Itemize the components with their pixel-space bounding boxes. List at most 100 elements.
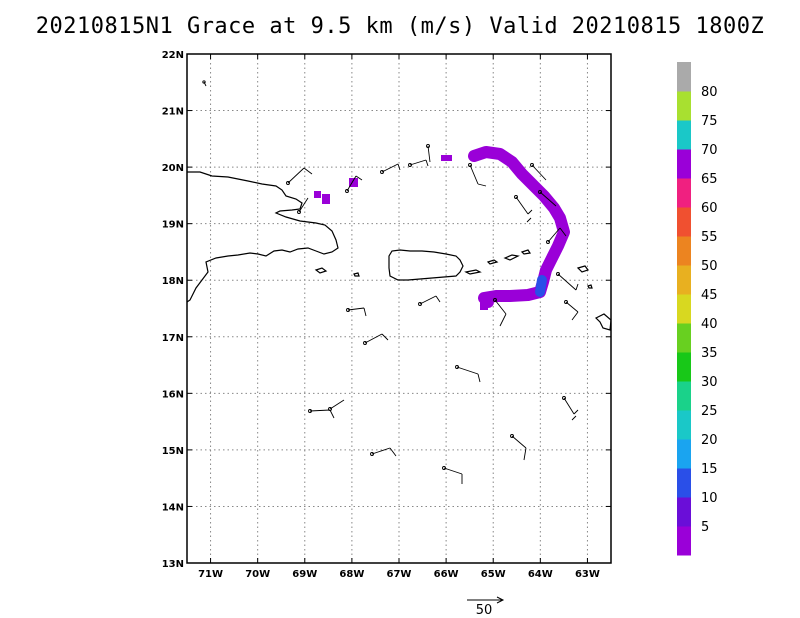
colorbar-label: 55 <box>701 230 718 245</box>
colorbar-label: 25 <box>701 404 718 419</box>
map-title: 20210815N1 Grace at 9.5 km (m/s) Valid 2… <box>35 14 765 39</box>
colorbar-label: 80 <box>701 85 718 100</box>
puerto-rico-coastline <box>388 249 464 281</box>
colorbar-segment <box>677 149 691 179</box>
lat-tick-label: 17N <box>162 333 184 344</box>
wind-barb <box>562 396 579 421</box>
colorbar-label: 65 <box>701 172 718 187</box>
lat-tick-label: 13N <box>162 559 184 570</box>
swath-fragment <box>441 155 452 161</box>
colorbar-label: 45 <box>701 288 718 303</box>
lon-tick-label: 70W <box>245 569 270 580</box>
colorbar-segment <box>677 236 691 266</box>
wind-barb <box>514 195 533 223</box>
swath-band-main <box>468 146 570 308</box>
lon-tick-label: 65W <box>481 569 506 580</box>
wind-barb <box>328 399 345 411</box>
swath-fragment <box>480 300 488 310</box>
lat-tick-label: 15N <box>162 446 184 457</box>
lon-tick-label: 68W <box>339 569 364 580</box>
wind-speed-swath <box>314 146 570 310</box>
virgin-island-1 <box>486 259 499 265</box>
lon-tick-label: 66W <box>434 569 459 580</box>
wind-barbs <box>202 80 579 484</box>
lat-tick-label: 18N <box>162 276 184 287</box>
wind-barb <box>370 447 397 457</box>
wind-barb <box>556 272 579 291</box>
wind-barb <box>297 197 309 214</box>
reference-arrow <box>467 596 505 604</box>
colorbar-label: 5 <box>701 520 709 535</box>
wind-barb <box>363 333 389 345</box>
lon-tick-label: 63W <box>575 569 600 580</box>
leeward-island <box>587 284 593 289</box>
wind-barb <box>408 159 429 167</box>
reference-vector: 50 <box>467 596 505 618</box>
virgin-island-3 <box>520 249 532 255</box>
wind-barb <box>308 409 335 419</box>
wind-barb <box>468 163 487 187</box>
lon-tick-label: 71W <box>198 569 223 580</box>
wind-barb <box>346 307 367 317</box>
wind-barb <box>380 163 401 174</box>
wind-barb <box>510 434 527 461</box>
colorbar-segment <box>677 207 691 237</box>
wind-barb <box>530 163 547 181</box>
reference-vector-label: 50 <box>476 603 493 618</box>
mona-island <box>353 272 360 277</box>
lat-tick-label: 20N <box>162 163 184 174</box>
colorbar-segment <box>677 352 691 382</box>
wind-barb <box>202 80 207 87</box>
guadeloupe-island <box>594 313 611 331</box>
colorbar-segment <box>677 91 691 121</box>
colorbar-label: 70 <box>701 143 718 158</box>
colorbar-segment <box>677 120 691 150</box>
lat-tick-label: 16N <box>162 389 184 400</box>
colorbar-segment <box>677 497 691 527</box>
wind-barb <box>455 365 481 383</box>
swath-band-blue <box>535 275 547 297</box>
lon-tick-label: 67W <box>387 569 412 580</box>
lat-tick-label: 21N <box>162 107 184 118</box>
hispaniola-coastline <box>187 171 339 303</box>
lat-tick-label: 22N <box>162 50 184 61</box>
colorbar-label: 20 <box>701 433 718 448</box>
wind-barb <box>564 300 579 321</box>
anguilla-island <box>576 265 589 273</box>
lon-tick-label: 64W <box>528 569 553 580</box>
small-island <box>314 267 328 274</box>
lat-tick-label: 19N <box>162 220 184 231</box>
wind-barb <box>418 295 441 306</box>
colorbar-label: 35 <box>701 346 718 361</box>
colorbar-segment <box>677 439 691 469</box>
colorbar-segment <box>677 265 691 295</box>
swath-fragment <box>322 194 330 204</box>
wind-barb <box>546 227 567 244</box>
wind-barb <box>345 175 363 193</box>
colorbar-segment <box>677 410 691 440</box>
wind-barb <box>286 167 313 185</box>
coastlines <box>187 171 611 331</box>
colorbar-segment <box>677 526 691 556</box>
colorbar-label: 50 <box>701 259 718 274</box>
colorbar-label: 75 <box>701 114 718 129</box>
swath-fragment <box>349 178 358 187</box>
colorbar-label: 10 <box>701 491 718 506</box>
colorbar-segment <box>677 468 691 498</box>
colorbar: 5 10 15 20 25 30 35 40 45 50 55 60 65 70 75 80 <box>677 62 718 556</box>
wind-barb <box>538 190 557 207</box>
axis-ticks: 71W 70W 69W 68W 67W 66W 65W 64W 63W 13N 14N 15N 16N 1… <box>162 50 611 580</box>
colorbar-segment <box>677 178 691 208</box>
colorbar-label: 40 <box>701 317 718 332</box>
wind-barb <box>442 466 463 484</box>
colorbar-segment <box>677 62 691 92</box>
vieques-island <box>464 269 482 275</box>
colorbar-label: 30 <box>701 375 718 390</box>
wind-barb <box>426 144 431 163</box>
lat-tick-label: 14N <box>162 502 184 513</box>
colorbar-segment <box>677 294 691 324</box>
colorbar-segment <box>677 381 691 411</box>
virgin-island-2 <box>503 254 520 261</box>
colorbar-label: 15 <box>701 462 718 477</box>
